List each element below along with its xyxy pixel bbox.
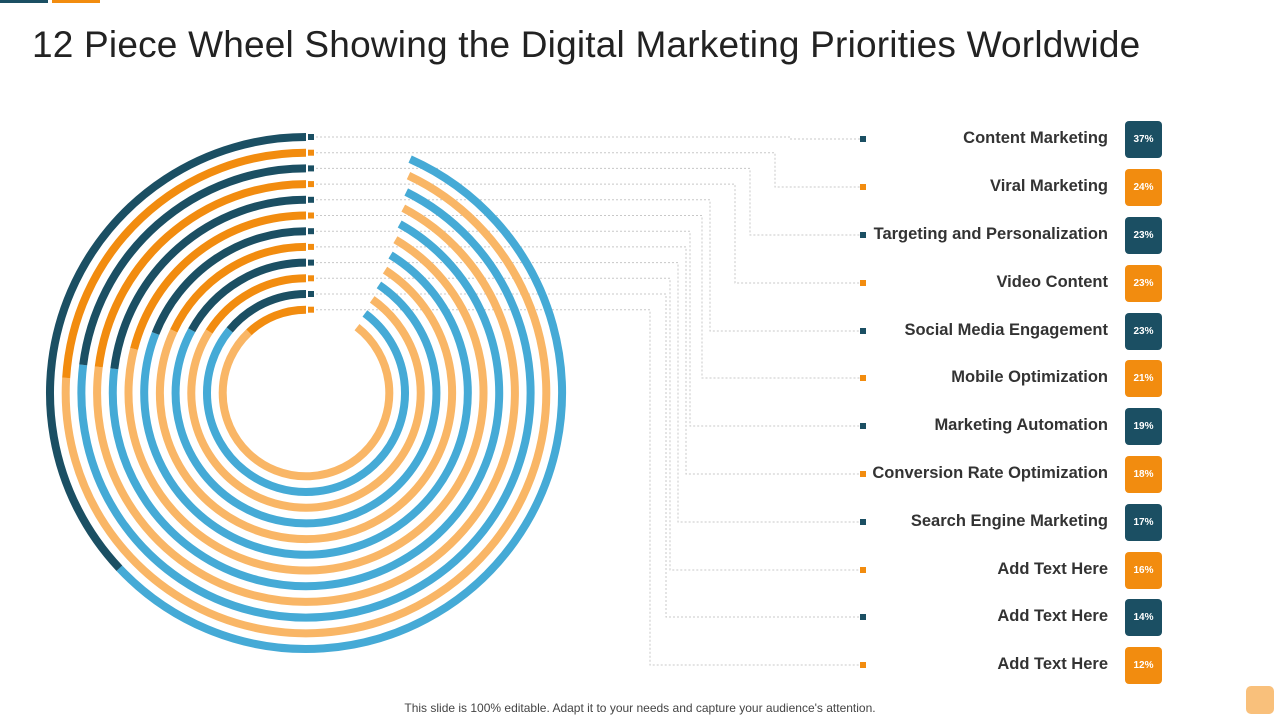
value-badge: 17% xyxy=(1125,504,1162,541)
category-label: Marketing Automation xyxy=(934,416,1108,434)
top-accent-dark xyxy=(0,0,48,3)
value-badge: 14% xyxy=(1125,599,1162,636)
ring-continuation-arc xyxy=(187,296,425,512)
ring-start-marker xyxy=(308,291,314,297)
ring-continuation-arc xyxy=(108,220,504,591)
ring-continuation-arc xyxy=(116,155,566,653)
category-label: Targeting and Personalization xyxy=(873,225,1108,243)
value-badge: 37% xyxy=(1125,121,1162,158)
ring-start-marker xyxy=(308,165,314,172)
ring-value-arc xyxy=(246,305,307,336)
ring-value-arc xyxy=(46,133,307,571)
category-label: Video Content xyxy=(996,273,1108,291)
ring-value-arc xyxy=(94,180,307,368)
corner-decoration xyxy=(1246,686,1274,714)
slide-title: 12 Piece Wheel Showing the Digital Marke… xyxy=(32,24,1141,65)
ring-start-marker xyxy=(308,134,314,140)
footer-note: This slide is 100% editable. Adapt it to… xyxy=(404,701,876,715)
value-badge: 16% xyxy=(1125,552,1162,589)
ring-value-arc xyxy=(130,211,307,350)
ring-start-marker xyxy=(308,212,314,219)
leader-line xyxy=(316,215,862,379)
ring-value-arc xyxy=(188,258,307,333)
ring-start-marker xyxy=(308,228,314,235)
legend-bullet xyxy=(860,232,866,238)
ring-value-arc xyxy=(170,242,307,333)
value-badge: 21% xyxy=(1125,360,1162,397)
legend-bullet xyxy=(860,662,866,668)
category-label: Add Text Here xyxy=(997,560,1108,578)
category-label: Content Marketing xyxy=(963,129,1108,147)
ring-continuation-arc xyxy=(124,236,488,575)
category-label: Mobile Optimization xyxy=(951,368,1108,386)
ring-continuation-arc xyxy=(203,310,409,496)
value-badge: 23% xyxy=(1125,313,1162,350)
ring-start-marker xyxy=(308,306,314,313)
ring-start-marker xyxy=(308,196,314,203)
leader-line xyxy=(316,136,862,140)
ring-value-arc xyxy=(62,148,307,379)
leader-line xyxy=(316,262,862,523)
legend-bullet xyxy=(860,423,866,429)
ring-continuation-arc xyxy=(77,188,535,622)
value-badge: 24% xyxy=(1125,169,1162,206)
ring-value-arc xyxy=(79,164,307,366)
ring-continuation-arc xyxy=(61,172,551,638)
value-badge: 12% xyxy=(1125,647,1162,684)
legend-bullet xyxy=(860,519,866,525)
legend-bullet xyxy=(860,328,866,334)
ring-continuation-arc xyxy=(93,204,519,606)
leader-line xyxy=(316,183,862,284)
ring-start-marker xyxy=(308,275,314,282)
value-badge: 19% xyxy=(1125,408,1162,445)
ring-start-marker xyxy=(308,149,314,156)
ring-start-marker xyxy=(308,181,314,188)
category-label: Viral Marketing xyxy=(990,177,1108,195)
ring-value-arc xyxy=(110,195,307,370)
category-label: Social Media Engagement xyxy=(904,321,1108,339)
legend-bullet xyxy=(860,280,866,286)
ring-continuation-arc xyxy=(155,266,457,544)
value-badge: 18% xyxy=(1125,456,1162,493)
category-label: Search Engine Marketing xyxy=(910,512,1108,530)
legend-bullet xyxy=(860,136,866,142)
ring-continuation-arc xyxy=(171,281,441,528)
ring-start-marker xyxy=(308,243,314,250)
ring-value-arc xyxy=(151,227,307,335)
ring-value-arc xyxy=(226,290,307,333)
legend-bullet xyxy=(860,614,866,620)
leader-line xyxy=(316,199,862,332)
ring-value-arc xyxy=(205,274,307,334)
value-badge: 23% xyxy=(1125,265,1162,302)
top-accent-orange xyxy=(52,0,100,3)
leader-line xyxy=(316,277,862,571)
ring-start-marker xyxy=(308,259,314,266)
category-label: Conversion Rate Optimization xyxy=(872,464,1108,482)
value-badge: 23% xyxy=(1125,217,1162,254)
legend-bullet xyxy=(860,471,866,477)
ring-continuation-arc xyxy=(140,251,472,559)
legend-bullet xyxy=(860,375,866,381)
leader-line xyxy=(316,167,862,236)
leader-line xyxy=(316,152,862,188)
ring-continuation-arc xyxy=(218,323,394,481)
category-label: Add Text Here xyxy=(997,607,1108,625)
legend-bullet xyxy=(860,567,866,573)
legend-bullet xyxy=(860,184,866,190)
category-label: Add Text Here xyxy=(997,655,1108,673)
